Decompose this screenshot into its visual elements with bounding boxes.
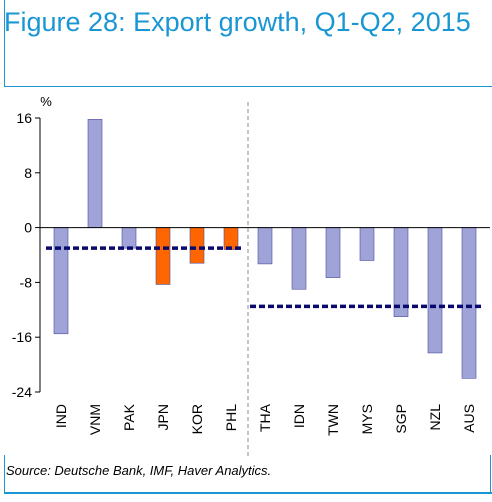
bar-sgp xyxy=(393,227,409,317)
x-category-label: IND xyxy=(53,404,69,428)
bar-kor xyxy=(189,227,205,264)
bar-idn xyxy=(291,227,307,290)
frame-bottom-left-line xyxy=(4,455,5,494)
y-tick-label: -24 xyxy=(12,384,32,400)
y-tick-label: 16 xyxy=(16,110,32,126)
bar-twn xyxy=(325,227,341,278)
bar-ind xyxy=(53,227,69,335)
bar-tha xyxy=(257,227,273,265)
x-category-label: JPN xyxy=(155,404,171,430)
export-growth-bar-chart: % 16 8 0 -8 -16 -24 IND VNM PAK JPN KOR PHL THA IDN TWN… xyxy=(12,94,490,456)
y-tick-label: 8 xyxy=(24,165,32,181)
bar-jpn xyxy=(155,227,171,285)
x-category-label: SGP xyxy=(393,404,409,434)
source-note: Source: Deutsche Bank, IMF, Haver Analyt… xyxy=(6,463,272,478)
y-tick-label: -8 xyxy=(20,274,33,290)
x-category-label: VNM xyxy=(87,404,103,435)
x-category-label: IDN xyxy=(291,404,307,428)
x-category-label: PAK xyxy=(121,403,137,431)
bar-vnm xyxy=(87,119,103,228)
frame-left-line xyxy=(4,0,5,86)
title-underline xyxy=(4,86,492,87)
bar-pak xyxy=(121,227,137,249)
x-category-label: PHL xyxy=(223,404,239,431)
frame-bottom-line xyxy=(4,492,492,494)
y-tick-label: 0 xyxy=(24,220,32,236)
frame-bottom-right-line xyxy=(490,455,491,494)
bar-aus xyxy=(461,227,477,379)
bar-phl xyxy=(223,227,239,250)
x-category-label: THA xyxy=(257,403,273,432)
y-tick-label: -16 xyxy=(12,329,32,345)
bar-nzl xyxy=(427,227,443,354)
x-category-label: MYS xyxy=(359,404,375,434)
x-category-label: KOR xyxy=(189,404,205,434)
x-category-label: AUS xyxy=(461,404,477,433)
x-category-label: TWN xyxy=(325,404,341,436)
bar-mys xyxy=(359,227,375,261)
figure-title: Figure 28: Export growth, Q1-Q2, 2015 xyxy=(4,7,471,37)
y-unit-label: % xyxy=(40,94,52,109)
x-category-label: NZL xyxy=(427,404,443,431)
